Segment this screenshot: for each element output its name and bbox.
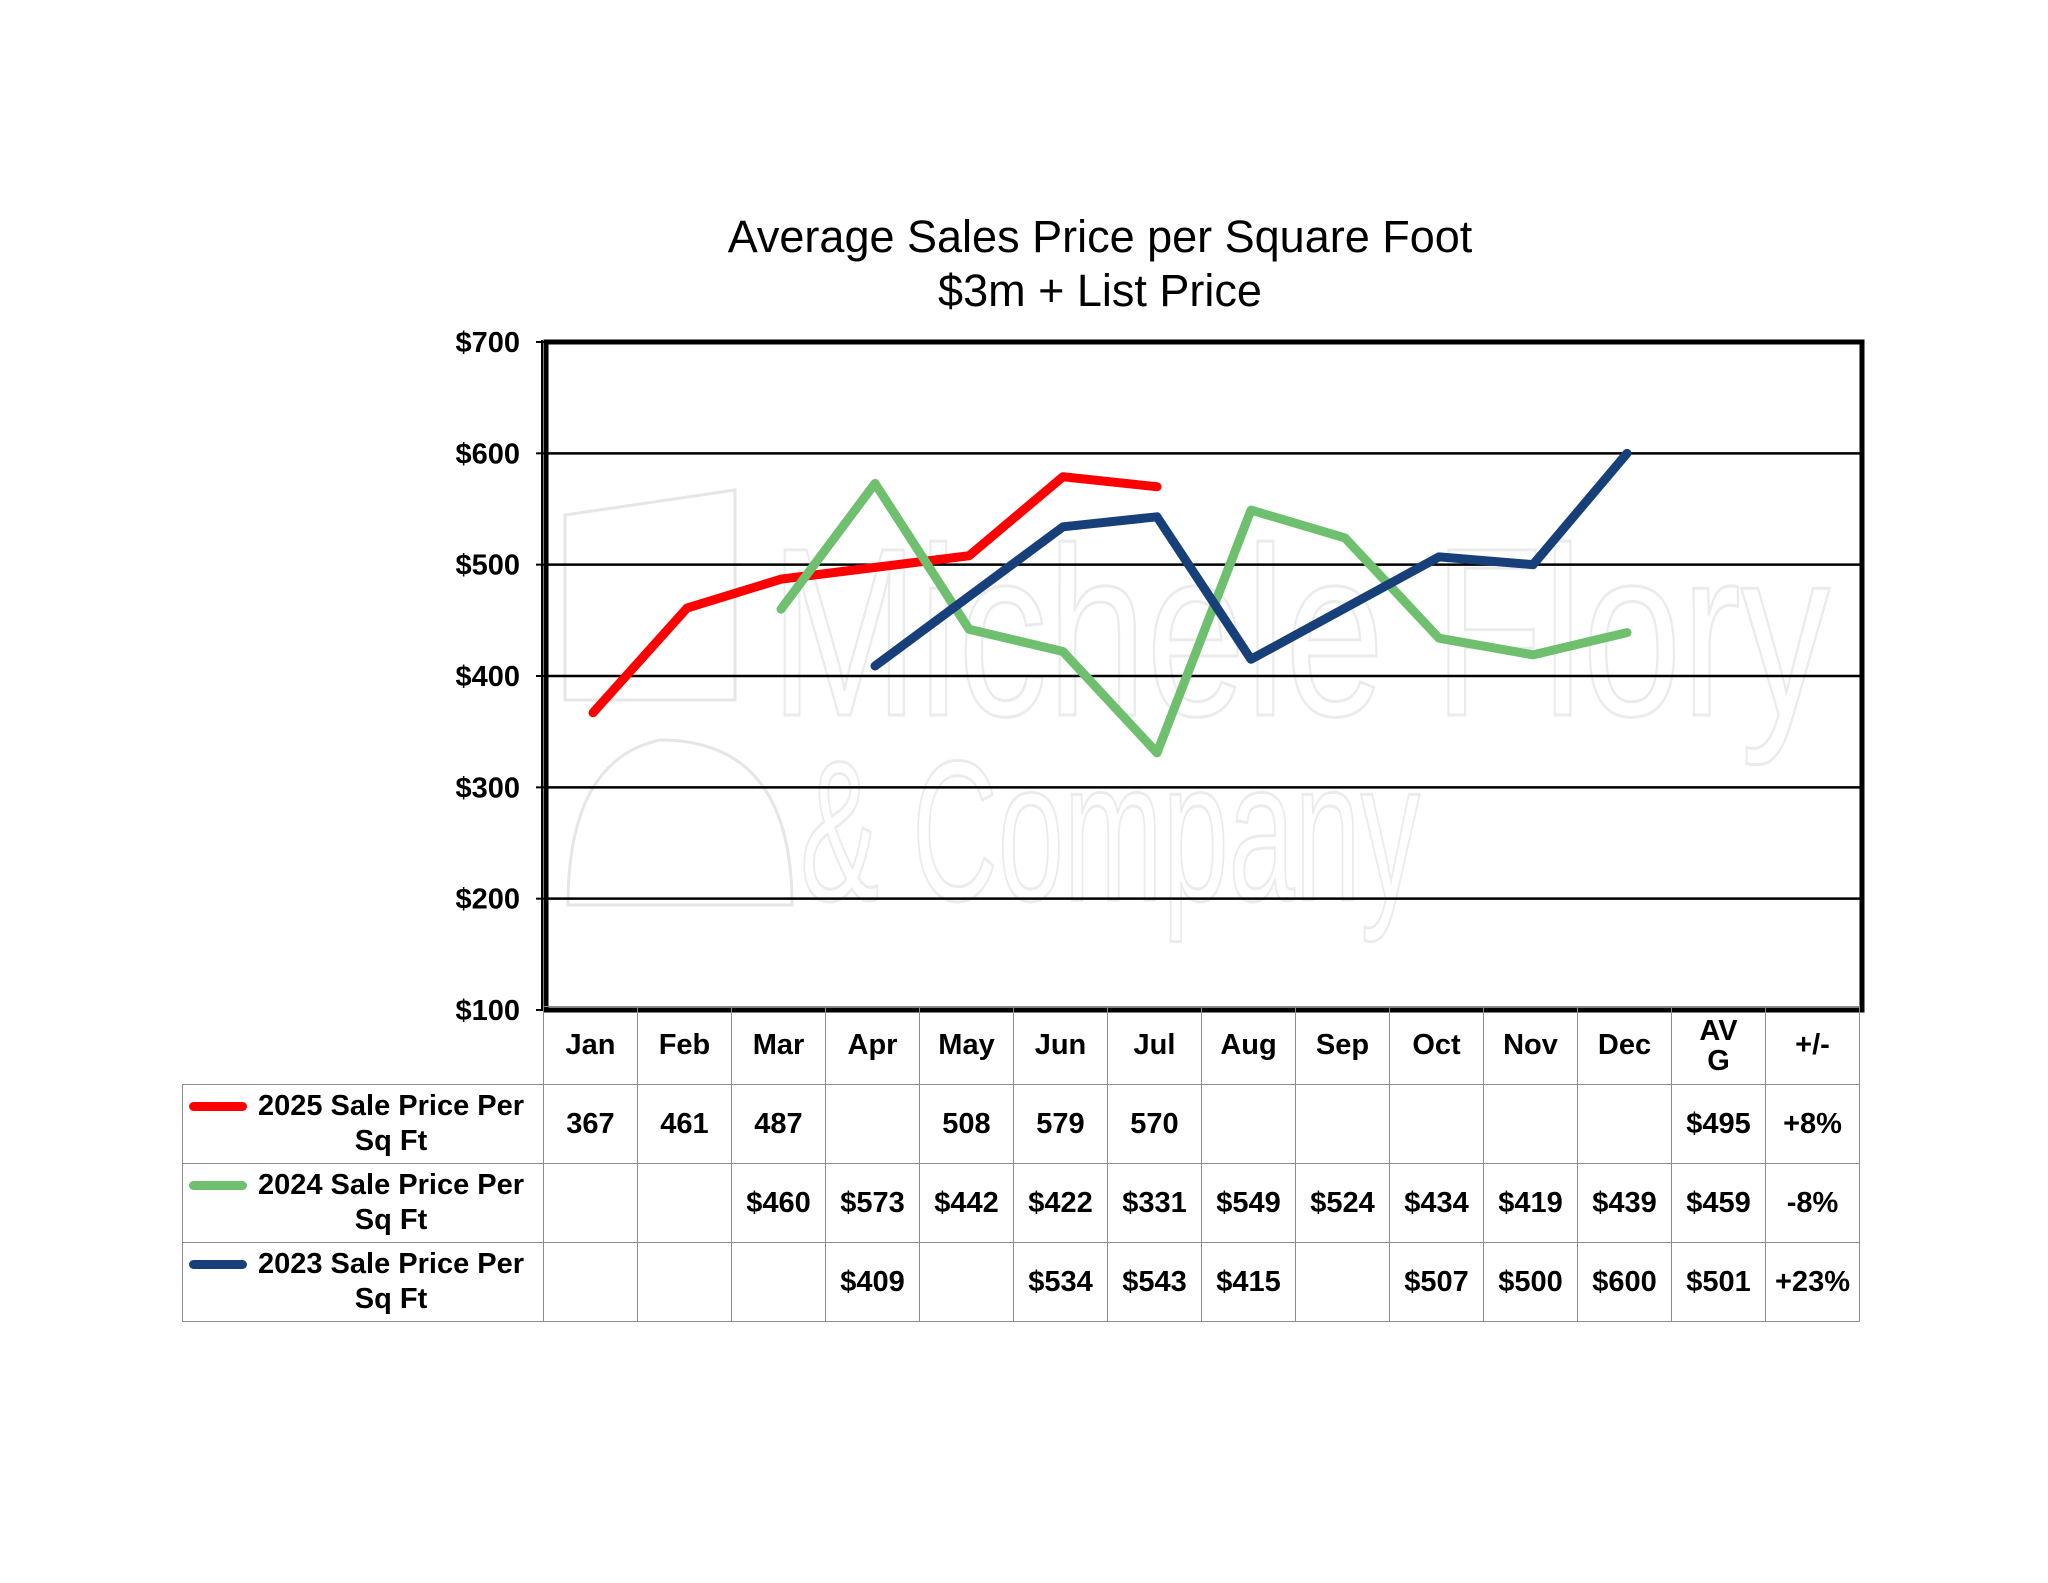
data-label: $422 [1013, 1163, 1108, 1243]
data-label [543, 1242, 638, 1322]
data-label [1577, 1084, 1672, 1164]
chart-title: Average Sales Price per Square Foot [727, 211, 1473, 262]
data-label: $543 [1107, 1242, 1202, 1322]
x-tick-label: May [919, 1006, 1014, 1085]
data-label: 487 [731, 1084, 826, 1164]
legend-entry: 2023 Sale Price Per Sq Ft [182, 1242, 544, 1322]
legend-entry: 2024 Sale Price Per Sq Ft [182, 1163, 544, 1243]
series-name: 2023 Sale Price Per Sq Ft [257, 1248, 525, 1315]
x-tick-label: Jun [1013, 1006, 1108, 1085]
x-tick-label: Apr [825, 1006, 920, 1085]
series-line-2 [870, 448, 1632, 671]
data-label: $507 [1389, 1242, 1484, 1322]
y-tick-label: $200 [455, 884, 520, 916]
watermark-company: & Company [800, 720, 1420, 943]
data-label: $501 [1671, 1242, 1766, 1322]
data-label: $415 [1201, 1242, 1296, 1322]
data-label [919, 1242, 1014, 1322]
y-tick-label: $600 [455, 438, 520, 470]
series-name: 2025 Sale Price Per Sq Ft [257, 1090, 525, 1157]
table-row: 2025 Sale Price Per Sq Ft 367 461 487 508 579… [182, 1084, 1860, 1164]
x-tick-label: Oct [1389, 1006, 1484, 1085]
x-tick-label: Jul [1107, 1006, 1202, 1085]
data-label [637, 1242, 732, 1322]
data-label: $534 [1013, 1242, 1108, 1322]
table-row: 2023 Sale Price Per Sq Ft $409 $534 $543 $41… [182, 1242, 1860, 1322]
series-line-1 [776, 478, 1632, 758]
gridlines [546, 452, 1862, 900]
data-label: -8% [1765, 1163, 1860, 1243]
x-tick-label: Dec [1577, 1006, 1672, 1085]
table-header-cell: AV G [1671, 1006, 1766, 1085]
data-label [825, 1084, 920, 1164]
series-lines [588, 448, 1632, 758]
data-label: $495 [1671, 1084, 1766, 1164]
data-label: $409 [825, 1242, 920, 1322]
legend-key [189, 1102, 247, 1111]
data-label: 508 [919, 1084, 1014, 1164]
data-label: $549 [1201, 1163, 1296, 1243]
data-label: $524 [1295, 1163, 1390, 1243]
data-label: 461 [637, 1084, 732, 1164]
x-tick-label: Mar [731, 1006, 826, 1085]
x-tick-label: Jan [543, 1006, 638, 1085]
table-body: 2025 Sale Price Per Sq Ft 367 461 487 508 579… [182, 1084, 1860, 1322]
data-label: 579 [1013, 1084, 1108, 1164]
table-row: 2024 Sale Price Per Sq Ft $460 $573 $442 $42… [182, 1163, 1860, 1243]
y-axis-ticks: $700$600$500$400$300$200$100 [455, 327, 546, 1027]
y-tick-label: $300 [455, 772, 520, 804]
watermark-logo: Michele Flory & Company [563, 488, 1832, 945]
data-label: $442 [919, 1163, 1014, 1243]
series-name: 2024 Sale Price Per Sq Ft [257, 1169, 525, 1236]
data-label [1389, 1084, 1484, 1164]
legend-key [189, 1260, 247, 1269]
watermark-house-icon [563, 488, 794, 907]
data-label: +8% [1765, 1084, 1860, 1164]
data-label: $459 [1671, 1163, 1766, 1243]
data-label [1201, 1084, 1296, 1164]
data-table: Jan Feb Mar Apr May Jun Jul Aug Sep Oct Nov Dec AV G +… [182, 1006, 1860, 1322]
chart-subtitle: $3m + List Price [938, 265, 1262, 316]
legend-entry: 2025 Sale Price Per Sq Ft [182, 1084, 544, 1164]
x-tick-label: Sep [1295, 1006, 1390, 1085]
y-tick-label: $700 [455, 327, 520, 359]
data-label: $600 [1577, 1242, 1672, 1322]
data-label: +23% [1765, 1242, 1860, 1322]
x-tick-label: Aug [1201, 1006, 1296, 1085]
data-label [1483, 1084, 1578, 1164]
data-label: $439 [1577, 1163, 1672, 1243]
y-tick-label: $500 [455, 550, 520, 582]
data-label: $434 [1389, 1163, 1484, 1243]
data-label [731, 1242, 826, 1322]
data-label: $460 [731, 1163, 826, 1243]
legend-key [189, 1181, 247, 1190]
data-label [1295, 1084, 1390, 1164]
data-label: $419 [1483, 1163, 1578, 1243]
x-tick-label: Nov [1483, 1006, 1578, 1085]
table-header-row: Jan Feb Mar Apr May Jun Jul Aug Sep Oct Nov Dec AV G +… [182, 1006, 1860, 1085]
table-corner-cell [182, 1006, 544, 1085]
data-label: 570 [1107, 1084, 1202, 1164]
data-label: 367 [543, 1084, 638, 1164]
chart-title-block: Average Sales Price per Square Foot $3m … [600, 210, 1600, 318]
table-header-cell: +/- [1765, 1006, 1860, 1085]
y-tick-label: $400 [455, 661, 520, 693]
data-label [543, 1163, 638, 1243]
data-label: $573 [825, 1163, 920, 1243]
x-tick-label: Feb [637, 1006, 732, 1085]
data-label [637, 1163, 732, 1243]
data-label: $331 [1107, 1163, 1202, 1243]
data-label: $500 [1483, 1242, 1578, 1322]
series-line-0 [588, 472, 1162, 718]
data-label [1295, 1242, 1390, 1322]
